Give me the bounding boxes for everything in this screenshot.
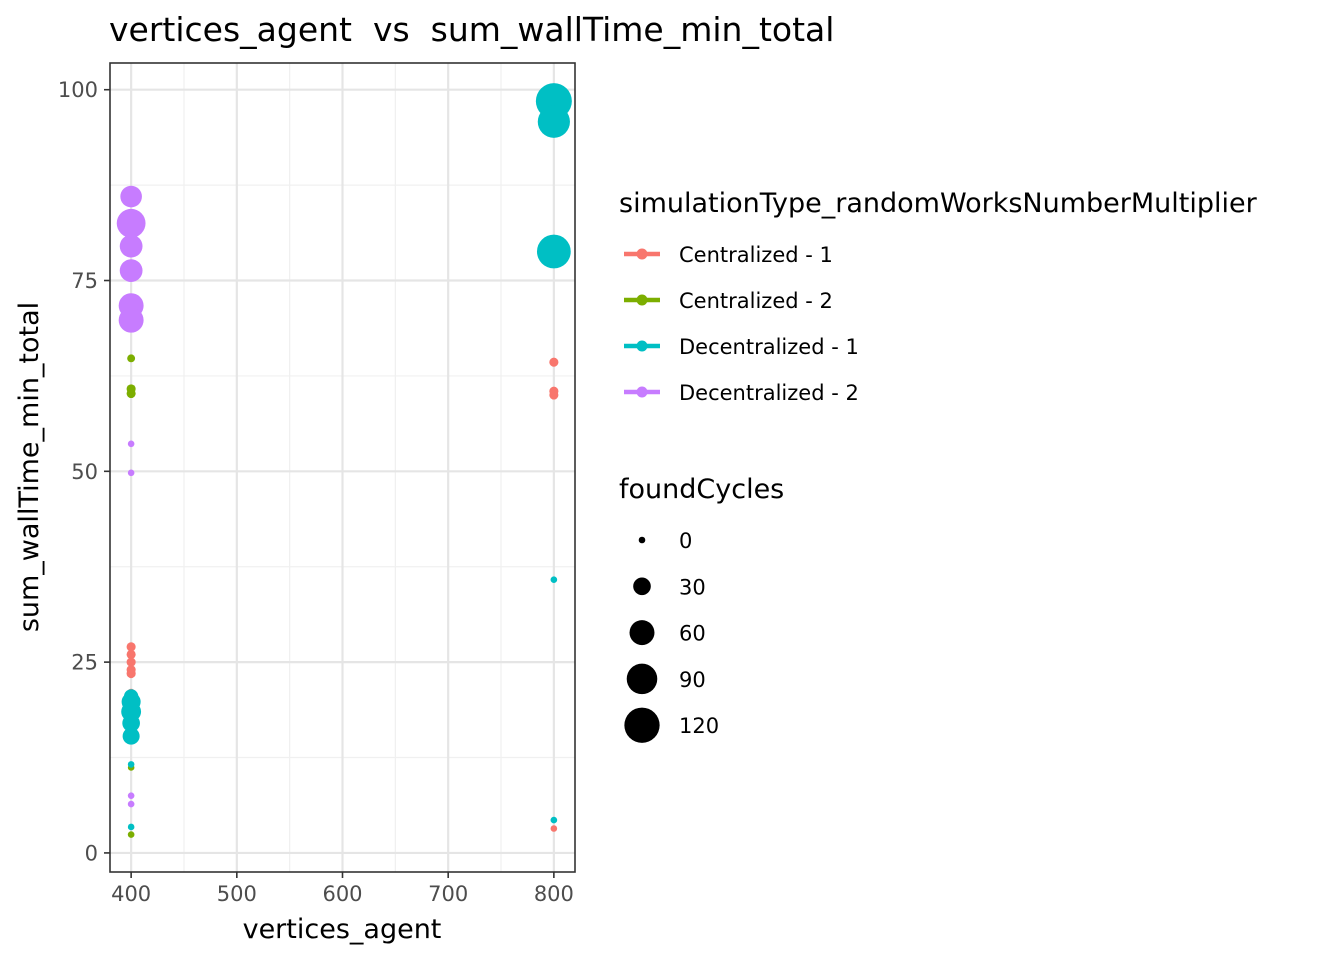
data-point [550,825,558,832]
size-legend-key [624,707,660,743]
data-point [550,816,558,824]
data-point [122,714,140,732]
data-point [119,259,143,282]
data-point [126,669,136,679]
legend-key-point [636,386,648,398]
size-legend-key [633,577,651,596]
x-tick-label: 400 [111,882,151,906]
size-legend-label: 60 [679,622,706,646]
size-legend-label: 90 [679,668,706,692]
x-tick-label: 500 [217,882,257,906]
y-axis-label: sum_wallTime_min_total [14,302,45,632]
size-legend-key [629,620,655,646]
size-legend-label: 0 [679,529,692,553]
data-point [120,185,142,208]
data-point [536,234,571,269]
y-tick-label: 0 [85,841,98,865]
size-legend-label: 120 [679,714,719,738]
data-point [127,800,135,808]
data-point [127,831,135,838]
legend-key-point [636,248,648,260]
data-point [126,642,136,652]
y-axis: 0 25 50 75 100 [58,78,110,865]
color-legend-title: simulationType_randomWorksNumberMultipli… [619,188,1258,219]
chart-title: vertices_agent vs sum_wallTime_min_total [109,10,834,49]
legend-entry-label: Decentralized - 2 [679,381,859,405]
x-axis: 400 500 600 700 800 [111,872,574,906]
size-legend-key [638,536,646,544]
data-point [127,792,135,799]
data-point [126,657,136,667]
data-point [118,307,144,333]
size-legend: foundCycles 0 30 60 90 120 [619,474,784,743]
data-point [126,388,136,399]
color-legend: simulationType_randomWorksNumberMultipli… [619,188,1258,405]
y-tick-label: 75 [71,269,98,293]
data-point [549,390,559,400]
legend-key-point [636,340,648,352]
size-legend-title: foundCycles [619,474,784,505]
y-tick-label: 50 [71,460,98,484]
x-tick-label: 800 [534,882,574,906]
data-point [537,105,570,138]
data-points [116,83,572,838]
data-point [550,576,558,583]
y-tick-label: 100 [58,78,98,102]
size-legend-label: 30 [679,575,706,599]
data-point [126,649,136,660]
data-point [122,727,140,745]
y-tick-label: 25 [71,651,98,675]
legend-entry-label: Centralized - 1 [679,243,833,267]
x-axis-label: vertices_agent [243,914,442,945]
x-tick-label: 700 [428,882,468,906]
data-point [127,354,136,363]
size-legend-key [626,663,658,695]
legend-entry-label: Centralized - 2 [679,289,833,313]
legend-key-point [636,294,648,306]
data-point [127,823,135,831]
data-point [127,469,135,477]
data-point [127,440,135,448]
data-point [549,357,559,367]
x-tick-label: 600 [322,882,362,906]
data-point [119,234,143,258]
legend-entry-label: Decentralized - 1 [679,335,859,359]
data-point [127,761,135,768]
data-point [116,208,146,238]
